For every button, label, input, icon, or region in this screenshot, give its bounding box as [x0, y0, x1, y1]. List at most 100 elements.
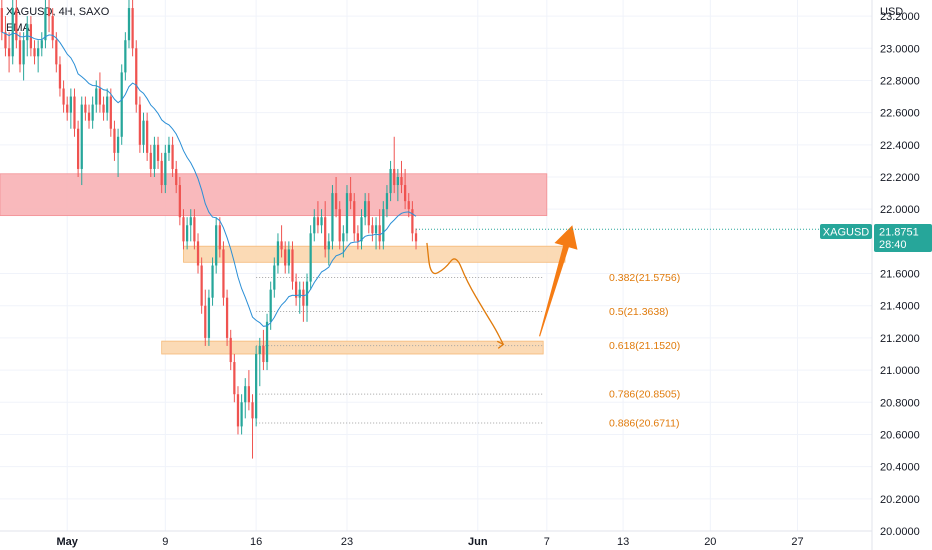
candle-body	[378, 225, 381, 242]
price-tick-label: 20.2000	[880, 494, 920, 506]
candle-body	[76, 128, 80, 169]
time-tick-label: 20	[704, 536, 716, 548]
candle-body	[414, 233, 418, 242]
candle-body	[324, 217, 327, 250]
candle-body	[353, 201, 356, 234]
candle-body	[55, 40, 58, 65]
zones-layer	[0, 173, 566, 355]
candle-body	[255, 354, 258, 419]
symbol-badge: XAGUSD	[820, 224, 872, 239]
candle-body	[175, 168, 178, 186]
candle-body	[11, 8, 14, 57]
candle-body	[334, 193, 338, 210]
price-tick-label: 23.2000	[880, 11, 920, 23]
price-tick-label: 22.8000	[880, 75, 920, 87]
candle-body	[44, 8, 47, 41]
candle-body	[153, 144, 156, 169]
candle-body	[127, 8, 131, 41]
candle-body	[189, 217, 192, 226]
candle-body	[276, 241, 280, 266]
candle-body	[91, 104, 94, 121]
fib-label-0.382: 0.382(21.5756)	[609, 272, 680, 284]
candle-body	[364, 201, 367, 218]
time-tick-label: 13	[617, 536, 629, 548]
candle-body	[164, 152, 167, 186]
candle-body	[280, 241, 283, 250]
candle-body	[262, 345, 265, 363]
fib-label-0.886: 0.886(20.6711)	[609, 418, 679, 430]
candle-body	[37, 48, 40, 57]
candle-body	[204, 305, 207, 338]
candle-body	[247, 386, 251, 403]
candle-body	[284, 249, 287, 266]
candle-body	[66, 104, 69, 113]
candle-body	[196, 241, 200, 266]
price-tick-label: 21.6000	[880, 269, 920, 281]
symbol-badge-bg	[820, 224, 872, 239]
candle-body	[167, 144, 171, 153]
symbol-title[interactable]: XAGUSD, 4H, SAXO	[6, 6, 110, 18]
price-tick-label: 21.4000	[880, 301, 920, 313]
price-tick-label: 22.0000	[880, 204, 920, 216]
candle-body	[371, 225, 374, 234]
projection-curve	[426, 242, 504, 345]
candle-body	[229, 337, 232, 363]
fib-layer: 0.382(21.5756) 0.5(21.3638) 0.618(21.1520)…	[256, 272, 680, 430]
candle-body	[69, 96, 72, 113]
countdown-text: 28:40	[879, 239, 907, 251]
last-price-text: 21.8751	[879, 227, 919, 239]
candle-body	[385, 193, 389, 210]
candle-body	[207, 297, 211, 338]
fib-label-0.5: 0.5(21.3638)	[609, 306, 669, 318]
candle-body	[116, 136, 120, 153]
candle-body	[22, 40, 25, 65]
price-tick-label: 21.2000	[880, 333, 920, 345]
candle-body	[338, 209, 341, 242]
candle-body	[233, 362, 236, 395]
candle-body	[403, 185, 407, 202]
candle-body	[349, 193, 352, 202]
candle-body	[106, 96, 109, 113]
candle-body	[40, 40, 43, 49]
candle-body	[294, 281, 298, 298]
candle-body	[171, 144, 174, 169]
price-axis[interactable]: 23.2000 23.0000 22.8000 22.6000 22.4000 22.20…	[880, 11, 920, 538]
candle-body	[156, 144, 160, 161]
candle-body	[149, 152, 152, 169]
candles-layer	[0, 0, 418, 459]
candle-body	[131, 8, 134, 49]
projection-layer	[416, 225, 872, 349]
candle-body	[273, 265, 276, 290]
candle-body	[109, 96, 112, 129]
candle-body	[269, 289, 272, 322]
candle-body	[87, 112, 91, 121]
candle-body	[309, 233, 312, 282]
time-tick-label: 27	[791, 536, 803, 548]
candle-body	[345, 193, 349, 234]
candle-body	[160, 160, 163, 186]
candle-body	[251, 402, 254, 419]
price-tick-label: 22.2000	[880, 172, 920, 184]
candle-body	[193, 217, 196, 242]
time-tick-label: Jun	[468, 536, 488, 548]
symbol-badge-text: XAGUSD	[823, 227, 870, 239]
zone-support-upper	[183, 245, 566, 263]
candle-body	[291, 249, 294, 282]
price-tick-label: 20.8000	[880, 397, 920, 409]
fib-label-0.786: 0.786(20.8505)	[609, 389, 680, 401]
candle-body	[18, 40, 22, 65]
time-axis[interactable]: May 9 16 23 Jun 7 13 20 27	[57, 536, 804, 548]
candle-body	[58, 64, 62, 89]
candle-body	[287, 249, 290, 266]
price-tick-label: 22.4000	[880, 140, 920, 152]
price-badge-bg	[874, 224, 932, 252]
candle-body	[225, 297, 229, 338]
currency-label: USD	[880, 6, 903, 18]
candle-body	[80, 104, 83, 169]
fib-label-0.618: 0.618(21.1520)	[609, 340, 680, 352]
candle-body	[26, 24, 29, 41]
candle-body	[185, 225, 189, 242]
candle-body	[62, 88, 65, 105]
zone-resistance	[0, 173, 548, 217]
